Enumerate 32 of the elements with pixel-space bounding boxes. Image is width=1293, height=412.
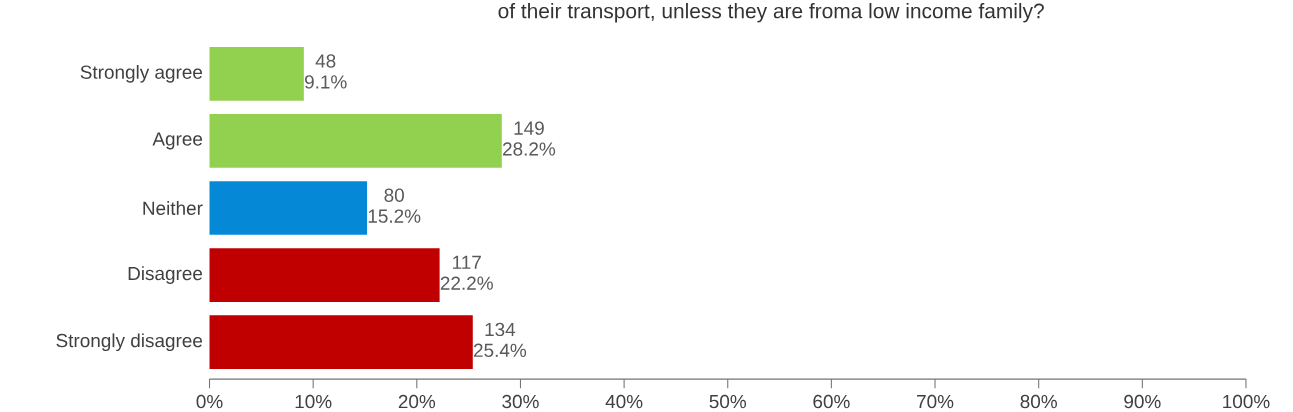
y-tick-label: Neither bbox=[143, 200, 203, 215]
data-label: 28.2% bbox=[503, 142, 556, 156]
data-label: 22.2% bbox=[440, 276, 493, 290]
chart-title: of their transport, unless they are froma low income family? bbox=[498, 2, 1044, 23]
bar bbox=[209, 180, 368, 235]
x-tick-label: 40% bbox=[605, 394, 643, 409]
x-tick-label: 20% bbox=[398, 394, 436, 409]
x-tick-label: 50% bbox=[709, 394, 747, 409]
data-label: 15.2% bbox=[368, 209, 421, 223]
bar bbox=[209, 113, 502, 168]
x-tick-label: 60% bbox=[813, 394, 850, 409]
annotation: 80 bbox=[384, 188, 404, 202]
x-tick-label: 70% bbox=[917, 394, 954, 409]
annotation: 149 bbox=[514, 121, 544, 135]
annotation: 117 bbox=[453, 255, 481, 269]
y-tick-label: Agree bbox=[152, 132, 203, 150]
y-tick-label: Disagree bbox=[128, 266, 203, 284]
x-tick-label: 30% bbox=[502, 394, 539, 409]
bar bbox=[209, 315, 473, 369]
y-tick-label: Strongly disagree bbox=[56, 333, 203, 351]
x-tick-label: 80% bbox=[1020, 394, 1057, 409]
annotation: 134 bbox=[485, 322, 516, 336]
data-label: 9.1% bbox=[304, 75, 347, 89]
x-tick-label: 90% bbox=[1124, 394, 1161, 409]
x-tick-label: 10% bbox=[295, 394, 332, 409]
annotation: 48 bbox=[315, 54, 336, 68]
data-label: 25.4% bbox=[474, 343, 527, 357]
bar bbox=[209, 46, 304, 101]
bar bbox=[209, 248, 440, 302]
x-tick-label: 0% bbox=[196, 394, 223, 409]
y-tick-label: Strongly agree bbox=[80, 64, 203, 83]
x-tick-label: 100% bbox=[1223, 394, 1270, 409]
